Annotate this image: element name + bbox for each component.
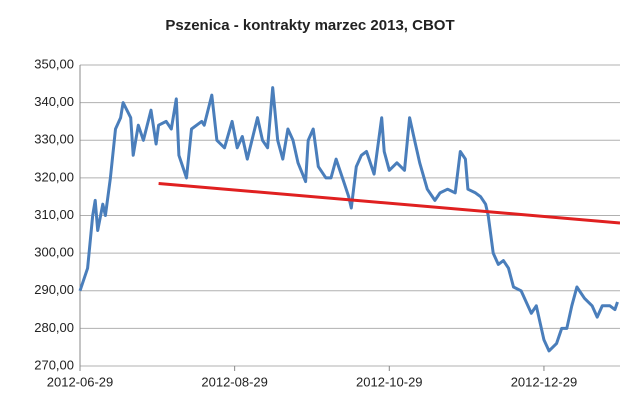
y-tick-label: 340,00 xyxy=(34,94,74,109)
series-line xyxy=(78,86,619,353)
y-tick-label: 300,00 xyxy=(34,245,74,260)
y-tick-label: 320,00 xyxy=(34,169,74,184)
y-tick-label: 350,00 xyxy=(34,56,74,71)
y-tick-label: 280,00 xyxy=(34,320,74,335)
y-tick-label: 330,00 xyxy=(34,132,74,147)
x-tick-label: 2012-06-29 xyxy=(47,374,114,389)
series-line xyxy=(158,182,620,225)
x-tick-label: 2012-08-29 xyxy=(201,374,268,389)
x-tick-label: 2012-10-29 xyxy=(356,374,423,389)
y-tick-label: 270,00 xyxy=(34,357,74,372)
x-tick-label: 2012-12-29 xyxy=(511,374,578,389)
y-tick-label: 310,00 xyxy=(34,207,74,222)
y-tick-label: 290,00 xyxy=(34,282,74,297)
chart-title: Pszenica - kontrakty marzec 2013, CBOT xyxy=(165,17,454,34)
